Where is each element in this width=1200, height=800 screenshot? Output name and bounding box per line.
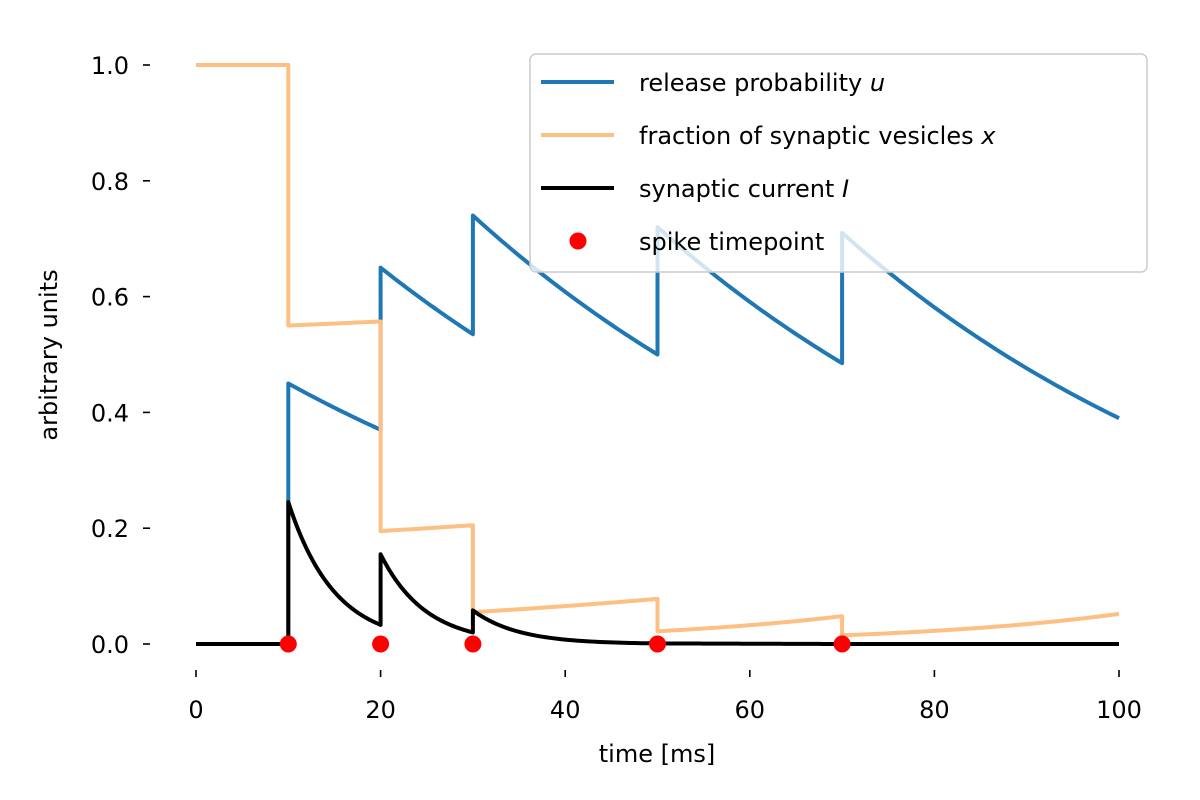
legend-label: fraction of synaptic vesicles x <box>639 122 996 150</box>
series-0-line <box>195 213 1120 646</box>
x-tick-label: 40 <box>550 696 581 724</box>
x-tick-label: 0 <box>188 696 203 724</box>
y-tick-label: 0.4 <box>91 399 129 427</box>
x-tick-label: 20 <box>365 696 396 724</box>
y-tick-label: 1.0 <box>91 52 129 80</box>
spike-marker <box>464 635 482 653</box>
legend-swatch <box>569 232 587 250</box>
x-tick-label: 60 <box>735 696 766 724</box>
series-1-line <box>195 63 1120 638</box>
legend-label: release probability u <box>639 69 885 97</box>
spike-marker <box>279 635 297 653</box>
spike-marker-layer <box>279 635 851 653</box>
y-tick-label: 0.6 <box>91 284 129 312</box>
y-axis-label: arbitrary units <box>35 269 63 440</box>
x-tick-label: 80 <box>919 696 950 724</box>
y-tick-label: 0.8 <box>91 168 129 196</box>
legend-label: spike timepoint <box>639 228 824 256</box>
y-tick-label: 0.0 <box>91 631 129 659</box>
spike-marker <box>372 635 390 653</box>
axes-layer: 0.0 0.2 0.4 0.6 0.8 1.0 0 20 40 60 80 100 <box>91 52 1142 724</box>
x-tick-label: 100 <box>1096 696 1142 724</box>
spike-marker <box>833 635 851 653</box>
legend-box <box>529 53 1148 273</box>
legend-label: synaptic current I <box>639 175 849 203</box>
spike-marker <box>649 635 666 653</box>
x-axis-label: time [ms] <box>599 740 715 768</box>
legend: release probability u fraction of synapti… <box>529 53 1148 273</box>
y-tick-label: 0.2 <box>91 515 129 543</box>
